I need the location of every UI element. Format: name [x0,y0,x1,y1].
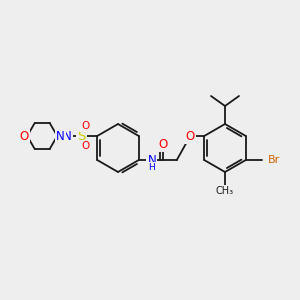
Text: O: O [81,141,89,151]
Text: N: N [63,130,72,142]
Text: CH₃: CH₃ [216,186,234,196]
Text: O: O [186,130,195,142]
Text: O: O [158,137,167,151]
Text: O: O [20,130,29,142]
Text: N: N [147,154,156,166]
Text: Br: Br [268,155,280,165]
Text: S: S [77,130,86,142]
Text: H: H [148,163,155,172]
Text: N: N [56,130,64,142]
Text: O: O [81,121,89,131]
